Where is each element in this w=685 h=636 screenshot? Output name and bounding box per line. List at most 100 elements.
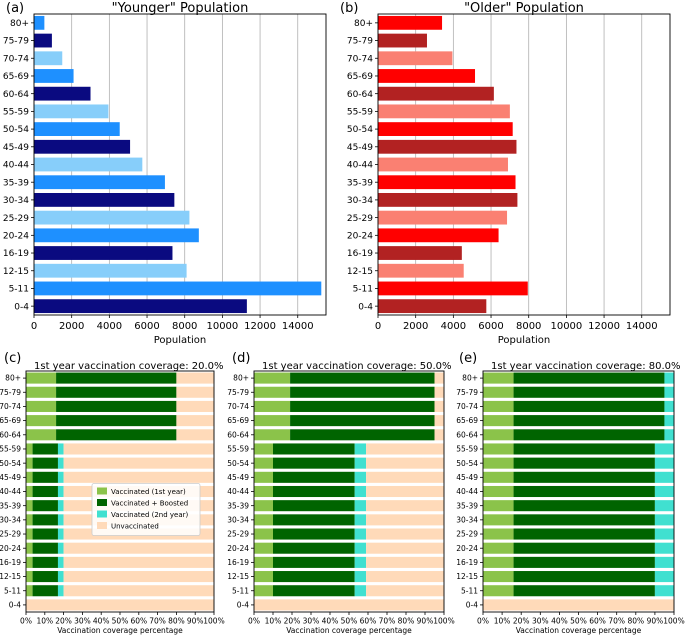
legend-entry: Unvaccinated [111, 523, 159, 531]
chart-title: "Younger" Population [112, 1, 249, 16]
bar-65-69-vaccinated-boosted [513, 415, 665, 427]
bar-65-69-vaccinated-boosted [56, 415, 177, 427]
y-tick-label: 0-4 [358, 302, 373, 312]
bar-20-24-vaccinated-boosted [32, 542, 58, 554]
bar-70-74-vaccinated-boosted [290, 400, 435, 412]
bar-80+-vaccinated-1st-year- [483, 372, 514, 384]
bar-25-29-vaccinated-1st-year- [26, 528, 33, 540]
x-tick-label: 70% [149, 617, 166, 626]
y-tick-label: 35-39 [227, 501, 249, 510]
bar-45-49 [378, 139, 517, 154]
x-tick-label: 70% [608, 617, 625, 626]
y-tick-label: 65-69 [456, 416, 478, 425]
bar-80+ [378, 15, 443, 30]
bar-20-24-vaccinated-2nd-year- [57, 542, 64, 554]
bar-70-74-vaccinated-boosted [513, 400, 665, 412]
y-tick-label: 12-15 [347, 267, 373, 277]
x-axis-label: Population [154, 335, 207, 346]
panel-label: (e) [459, 351, 477, 366]
x-axis-label: Vaccination coverage percentage [516, 626, 642, 635]
bar-40-44-vaccinated-boosted [273, 485, 355, 498]
bar-12-15-vaccinated-boosted [513, 571, 655, 583]
y-tick-label: 20-24 [227, 544, 249, 553]
x-tick-label: 20% [284, 617, 301, 626]
bar-70-74-vaccinated-2nd-year- [664, 400, 674, 412]
panel-e-coverage-80: (e) 1st year vaccination coverage: 80.0% 0… [456, 351, 685, 635]
x-tick-label: 0% [248, 617, 260, 626]
y-tick-label: 30-34 [456, 515, 478, 524]
bar-75-79-vaccinated-1st-year- [254, 386, 291, 398]
bar-65-69-vaccinated-2nd-year- [664, 415, 674, 427]
y-tick-label: 40-44 [3, 161, 29, 171]
y-tick-label: 12-15 [227, 572, 249, 581]
bar-16-19-vaccinated-boosted [513, 556, 655, 568]
y-tick-label: 5-11 [9, 285, 29, 295]
bar-65-69-vaccinated-1st-year- [26, 415, 57, 427]
bar-12-15-unvaccinated [366, 571, 444, 583]
x-tick-label: 10% [494, 617, 511, 626]
bar-35-39-vaccinated-2nd-year- [354, 500, 367, 512]
y-tick-label: 65-69 [3, 72, 29, 82]
y-tick-label: 12-15 [0, 572, 21, 581]
bar-45-49 [34, 139, 131, 154]
bar-60-64-vaccinated-1st-year- [254, 429, 291, 441]
y-tick-label: 80+ [354, 19, 373, 29]
y-tick-label: 70-74 [456, 402, 478, 411]
legend-swatch [97, 499, 107, 506]
x-axis-label: Vaccination coverage percentage [286, 626, 412, 635]
y-tick-label: 60-64 [0, 430, 21, 439]
bar-45-49-unvaccinated [366, 471, 444, 483]
y-tick-label: 75-79 [3, 37, 29, 47]
bar-80+-vaccinated-boosted [56, 372, 177, 384]
bar-25-29-vaccinated-boosted [32, 528, 58, 540]
bar-80+-vaccinated-2nd-year- [664, 372, 674, 384]
x-tick-label: 10000 [550, 321, 582, 332]
bar-55-59-vaccinated-2nd-year- [654, 443, 674, 455]
bar-5-11-vaccinated-2nd-year- [354, 585, 367, 597]
bar-35-39-unvaccinated [366, 500, 444, 512]
bar-30-34 [378, 193, 518, 207]
x-tick-label: 20% [55, 617, 72, 626]
bar-75-79-vaccinated-boosted [56, 386, 177, 398]
y-tick-label: 25-29 [0, 530, 21, 539]
y-tick-label: 55-59 [3, 108, 29, 118]
bar-50-54-unvaccinated [63, 457, 214, 469]
bar-50-54-vaccinated-1st-year- [483, 457, 514, 469]
bar-60-64-vaccinated-boosted [290, 429, 435, 441]
y-tick-label: 60-64 [3, 90, 29, 100]
x-tick-label: 2000 [403, 321, 428, 332]
y-tick-label: 20-24 [456, 544, 478, 553]
bar-30-34-vaccinated-boosted [513, 514, 655, 526]
y-tick-label: 50-54 [347, 125, 373, 135]
y-tick-label: 50-54 [3, 125, 29, 135]
y-tick-label: 16-19 [227, 558, 249, 567]
bar-50-54 [34, 122, 120, 136]
x-tick-label: 80% [168, 617, 185, 626]
bar-40-44-vaccinated-boosted [32, 485, 58, 498]
x-tick-label: 2000 [59, 321, 84, 332]
bar-30-34-vaccinated-2nd-year- [57, 514, 64, 526]
bar-75-79-vaccinated-1st-year- [26, 386, 57, 398]
bar-40-44-vaccinated-1st-year- [254, 485, 273, 498]
bar-40-44-vaccinated-2nd-year- [654, 485, 674, 498]
y-tick-label: 50-54 [456, 459, 478, 468]
x-tick-label: 0 [375, 321, 381, 332]
bar-0-4-unvaccinated [254, 599, 444, 611]
y-tick-label: 40-44 [347, 161, 373, 171]
bar-55-59-vaccinated-2nd-year- [57, 443, 64, 455]
bar-16-19-vaccinated-1st-year- [254, 556, 273, 568]
x-tick-label: 14000 [626, 321, 658, 332]
bar-60-64 [378, 86, 494, 101]
panel-label: (c) [4, 351, 21, 366]
bar-25-29-vaccinated-2nd-year- [354, 528, 367, 540]
bar-25-29-vaccinated-boosted [513, 528, 655, 540]
bar-45-49-unvaccinated [63, 471, 214, 483]
bar-70-74 [34, 51, 63, 66]
bar-55-59-vaccinated-1st-year- [26, 443, 33, 455]
x-tick-label: 8000 [172, 321, 197, 332]
bar-0-4 [34, 299, 247, 314]
bar-35-39 [378, 175, 516, 190]
bar-0-4-unvaccinated [26, 599, 214, 611]
bar-5-11-vaccinated-boosted [32, 585, 58, 597]
x-tick-label: 20% [513, 617, 530, 626]
